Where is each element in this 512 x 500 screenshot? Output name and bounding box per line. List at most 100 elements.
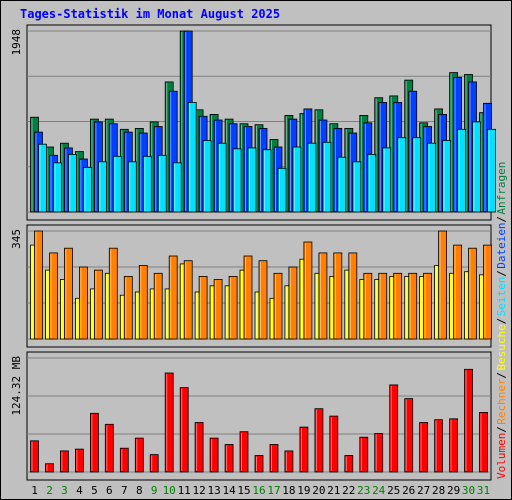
series-seiten	[38, 102, 496, 213]
panel-visits: 345	[10, 224, 492, 348]
bar-seiten-12	[202, 140, 212, 213]
bar-rechner-28	[438, 230, 448, 340]
bar-rechner-5	[94, 269, 103, 340]
bar-volumen-10	[164, 372, 174, 473]
bar-volumen-11	[179, 387, 189, 473]
bar-volumen-16	[254, 455, 264, 473]
bar-seiten-24	[382, 147, 392, 213]
bar-rechner-2	[49, 252, 58, 340]
bar-rechner-18	[288, 266, 298, 340]
x-tick-label: 23	[357, 484, 370, 497]
bar-volumen-25	[389, 384, 399, 473]
bar-seiten-10	[172, 162, 182, 213]
bar-volumen-18	[284, 450, 294, 473]
bar-rechner-13	[213, 279, 223, 340]
bar-seiten-15	[247, 147, 257, 213]
bar-rechner-27	[423, 272, 433, 340]
bar-volumen-26	[404, 398, 414, 473]
x-tick-label: 22	[342, 484, 355, 497]
bar-seiten-3	[68, 153, 77, 213]
bar-rechner-1	[34, 230, 43, 340]
bar-seiten-30	[472, 121, 481, 213]
bar-seiten-31	[487, 128, 496, 213]
bar-seiten-25	[397, 137, 407, 213]
bar-seiten-17	[277, 167, 287, 213]
bar-volumen-30	[464, 368, 473, 473]
bar-rechner-12	[198, 275, 208, 340]
bar-volumen-5	[90, 412, 99, 473]
legend-separator: /	[495, 270, 508, 277]
bar-rechner-4	[79, 266, 88, 340]
bar-seiten-18	[292, 146, 302, 213]
bar-rechner-16	[258, 260, 268, 340]
legend-rechner: Rechner	[495, 378, 508, 425]
bar-rechner-23	[363, 272, 373, 340]
x-tick-label: 2	[46, 484, 53, 497]
bar-seiten-14	[232, 148, 242, 213]
bar-volumen-29	[449, 418, 459, 473]
bar-volumen-13	[209, 437, 219, 473]
bar-seiten-27	[427, 142, 437, 213]
bar-volumen-14	[224, 444, 234, 473]
bar-volumen-19	[299, 426, 309, 473]
bar-volumen-4	[75, 448, 84, 473]
legend-separator: /	[495, 318, 508, 325]
x-tick-label: 18	[282, 484, 295, 497]
legend-separator: /	[495, 426, 508, 433]
bar-volumen-28	[434, 419, 444, 473]
bar-volumen-12	[194, 422, 204, 473]
x-tick-label: 20	[312, 484, 325, 497]
legend-besuche: Besuche	[495, 324, 508, 370]
bar-rechner-15	[243, 255, 253, 340]
x-tick-label: 21	[327, 484, 340, 497]
legend-separator: /	[495, 216, 508, 223]
bar-rechner-3	[64, 247, 73, 340]
bar-seiten-8	[142, 155, 152, 213]
bar-rechner-21	[333, 252, 343, 340]
x-tick-label: 16	[252, 484, 265, 497]
bar-volumen-3	[60, 450, 69, 473]
bar-seiten-19	[307, 142, 317, 213]
panel-requests: 1948	[10, 24, 496, 221]
bar-rechner-24	[378, 272, 388, 340]
x-tick-label: 17	[267, 484, 280, 497]
bar-rechner-6	[108, 247, 118, 340]
bar-volumen-22	[344, 455, 354, 473]
legend-volumen: Volumen	[495, 433, 508, 479]
bar-seiten-16	[262, 149, 272, 213]
x-tick-label: 12	[192, 484, 205, 497]
chart-title: Tages-Statistik im Monat August 2025	[20, 7, 280, 21]
bar-seiten-20	[322, 141, 332, 213]
bar-rechner-20	[318, 252, 328, 340]
bar-seiten-23	[367, 153, 377, 213]
x-tick-label: 27	[417, 484, 430, 497]
bar-rechner-17	[273, 272, 283, 340]
bar-volumen-2	[45, 463, 54, 473]
bar-rechner-31	[483, 244, 492, 340]
x-tick-label: 11	[178, 484, 191, 497]
bar-volumen-8	[134, 437, 144, 473]
bar-rechner-26	[408, 272, 418, 340]
y-max-label-volume: 124.32 MB	[10, 356, 23, 416]
y-max-label-requests: 1948	[10, 29, 23, 56]
x-tick-label: 19	[297, 484, 310, 497]
bar-volumen-7	[119, 447, 129, 473]
x-tick-label: 24	[372, 484, 386, 497]
bar-rechner-30	[468, 247, 477, 340]
bar-volumen-27	[419, 422, 429, 473]
bar-rechner-25	[393, 272, 403, 340]
bar-volumen-6	[104, 423, 114, 473]
x-tick-label: 8	[136, 484, 143, 497]
x-tick-label: 3	[61, 484, 68, 497]
legend-seiten: Seiten	[495, 277, 508, 317]
bar-seiten-2	[53, 162, 62, 213]
bar-rechner-7	[123, 275, 133, 340]
bar-rechner-14	[228, 275, 238, 340]
bar-rechner-8	[138, 264, 148, 340]
x-tick-label: 7	[121, 484, 128, 497]
bar-rechner-19	[303, 241, 313, 340]
y-max-label-visits: 345	[10, 229, 23, 249]
x-tick-label: 29	[447, 484, 460, 497]
